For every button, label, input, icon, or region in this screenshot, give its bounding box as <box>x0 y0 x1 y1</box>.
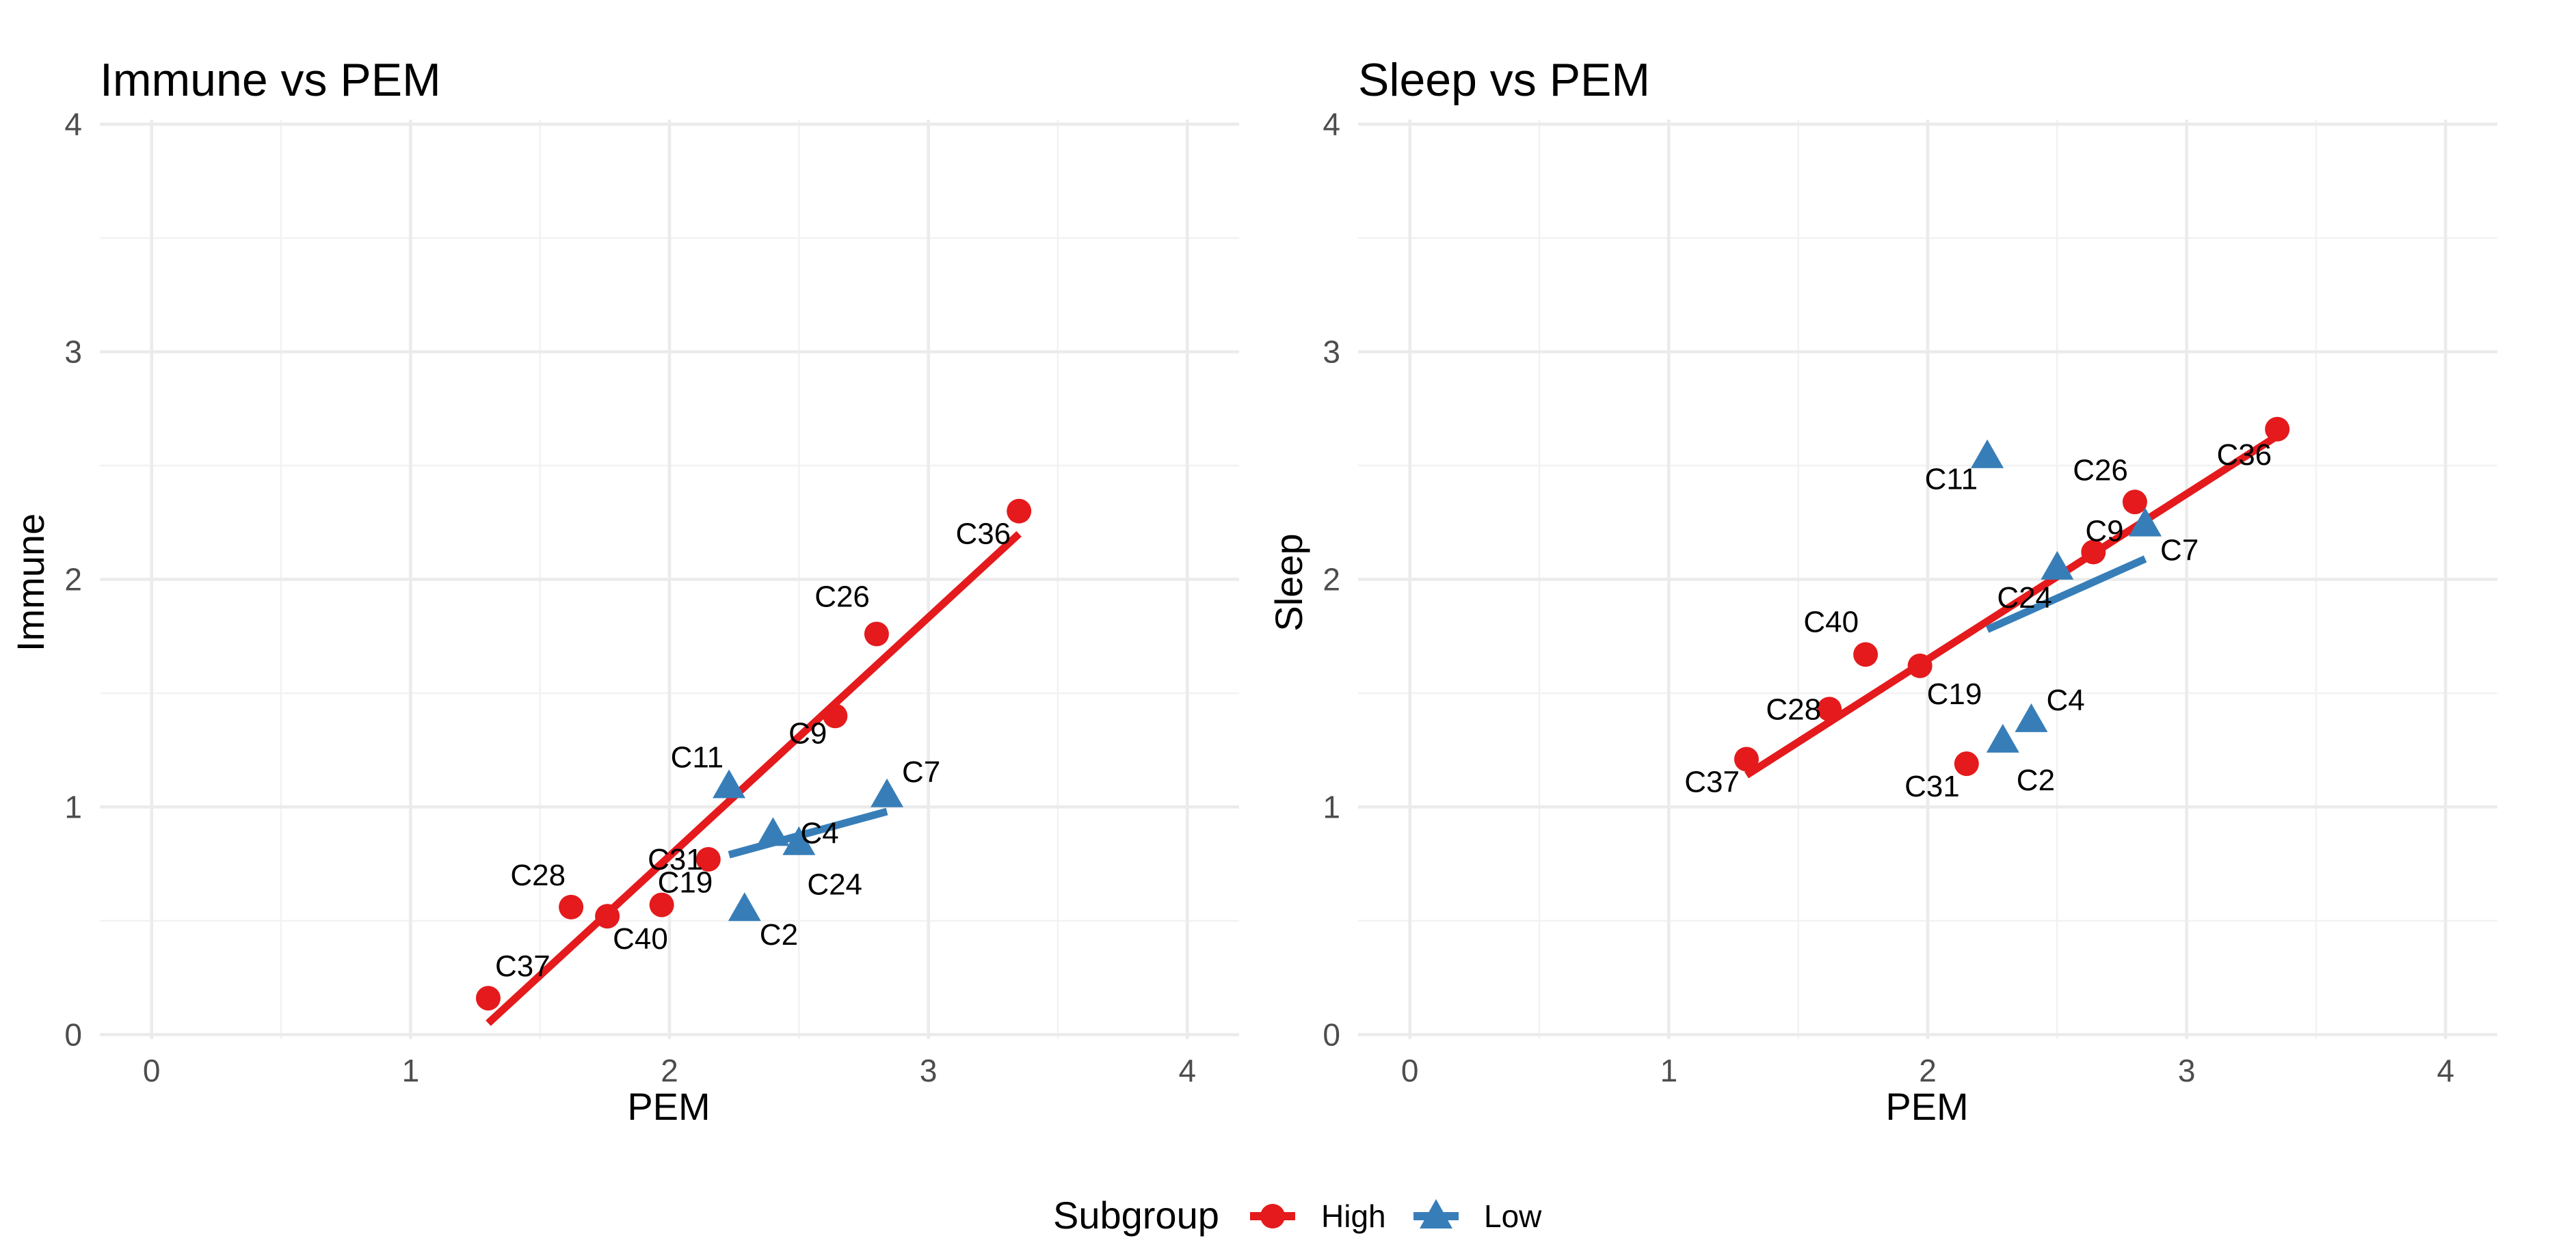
point-c19 <box>649 892 674 917</box>
x-tick-label: 0 <box>1401 1053 1419 1088</box>
legend-label-high: High <box>1321 1198 1386 1234</box>
panel-title: Sleep vs PEM <box>1358 54 1650 106</box>
x-tick-label: 3 <box>2178 1053 2196 1088</box>
point-c26 <box>2122 489 2147 515</box>
legend-marker-high <box>1260 1204 1285 1228</box>
point-c40 <box>1853 642 1878 667</box>
point-label-c26: C26 <box>2073 453 2128 487</box>
point-c7 <box>2129 507 2162 537</box>
y-tick-label: 3 <box>64 334 82 370</box>
trend-line-low <box>1985 555 2147 633</box>
point-c4 <box>756 817 790 846</box>
point-c24 <box>2041 550 2074 580</box>
point-c24 <box>782 826 816 855</box>
point-c37 <box>1734 747 1759 772</box>
panel-title: Immune vs PEM <box>100 54 441 106</box>
y-tick-label: 4 <box>1323 107 1340 142</box>
x-tick-label: 4 <box>1178 1053 1196 1088</box>
legend-title: Subgroup <box>1053 1194 1219 1237</box>
x-tick-label: 1 <box>1660 1053 1678 1088</box>
point-c7 <box>871 778 904 807</box>
trend-line-low <box>728 807 888 859</box>
point-label-c24: C24 <box>1997 581 2052 615</box>
point-label-c19: C19 <box>1927 677 1982 711</box>
point-c37 <box>475 986 501 1011</box>
x-axis-label: PEM <box>1885 1085 1968 1128</box>
point-label-c31: C31 <box>1904 770 1960 803</box>
point-label-c11: C11 <box>671 740 723 774</box>
legend-entry-low: Low <box>1413 1198 1542 1234</box>
point-label-c28: C28 <box>510 859 566 892</box>
point-label-c9: C9 <box>2085 515 2123 548</box>
x-tick-label: 2 <box>1919 1053 1937 1088</box>
legend-marker-low <box>1420 1199 1452 1228</box>
point-label-c7: C7 <box>2160 534 2199 567</box>
point-label-c40: C40 <box>613 922 668 956</box>
point-c11 <box>1971 439 2004 468</box>
point-label-c4: C4 <box>800 816 838 850</box>
point-c2 <box>728 892 761 922</box>
point-c31 <box>695 846 721 872</box>
point-c26 <box>864 621 889 647</box>
point-c9 <box>823 703 848 729</box>
x-tick-label: 0 <box>143 1053 161 1088</box>
legend-label-low: Low <box>1484 1198 1542 1234</box>
point-label-c37: C37 <box>495 950 550 983</box>
panel-immune-vs-pem: Immune vs PEM C37C28C40C19C31C9C26C36C11… <box>9 54 1239 1128</box>
point-c28 <box>559 894 584 919</box>
point-label-c26: C26 <box>814 580 870 613</box>
point-c31 <box>1954 751 1979 777</box>
x-tick-label: 3 <box>920 1053 938 1088</box>
legend-entry-high: High <box>1250 1198 1386 1234</box>
x-tick-label: 1 <box>402 1053 420 1088</box>
point-label-c28: C28 <box>1766 693 1821 726</box>
point-label-c4: C4 <box>2046 684 2084 717</box>
point-label-c36: C36 <box>955 518 1011 551</box>
y-tick-label: 1 <box>1323 789 1340 824</box>
point-c28 <box>1817 697 1842 722</box>
point-label-c9: C9 <box>788 716 827 750</box>
y-tick-label: 2 <box>1323 562 1340 597</box>
point-c36 <box>1007 498 1032 524</box>
y-axis-label: Sleep <box>1267 533 1310 631</box>
legend: Subgroup High Low <box>1053 1194 1542 1237</box>
point-label-c24: C24 <box>807 868 862 902</box>
point-c40 <box>595 904 620 929</box>
point-c9 <box>2081 539 2106 565</box>
point-c11 <box>713 769 746 798</box>
point-c2 <box>1986 723 2019 753</box>
y-tick-label: 0 <box>1323 1017 1340 1052</box>
point-label-c2: C2 <box>2017 764 2055 797</box>
point-c19 <box>1907 654 1933 679</box>
y-tick-label: 4 <box>64 107 82 142</box>
point-label-c36: C36 <box>2216 438 2272 472</box>
point-label-c31: C31 <box>648 843 703 876</box>
point-label-c11: C11 <box>1925 463 1978 496</box>
y-tick-label: 0 <box>64 1017 82 1052</box>
x-tick-label: 4 <box>2436 1053 2454 1088</box>
point-label-c37: C37 <box>1684 766 1740 799</box>
y-tick-label: 1 <box>64 789 82 824</box>
x-tick-label: 2 <box>661 1053 678 1088</box>
point-c36 <box>2265 416 2290 442</box>
point-c4 <box>2015 703 2048 732</box>
point-label-c40: C40 <box>1803 605 1859 639</box>
point-label-c19: C19 <box>658 866 713 900</box>
y-tick-label: 2 <box>64 562 82 597</box>
y-tick-label: 3 <box>1323 334 1340 370</box>
x-axis-label: PEM <box>627 1085 710 1128</box>
point-label-c2: C2 <box>760 918 798 952</box>
y-axis-label: Immune <box>9 513 52 652</box>
point-label-c7: C7 <box>902 755 940 789</box>
trend-line-high <box>486 531 1022 1026</box>
